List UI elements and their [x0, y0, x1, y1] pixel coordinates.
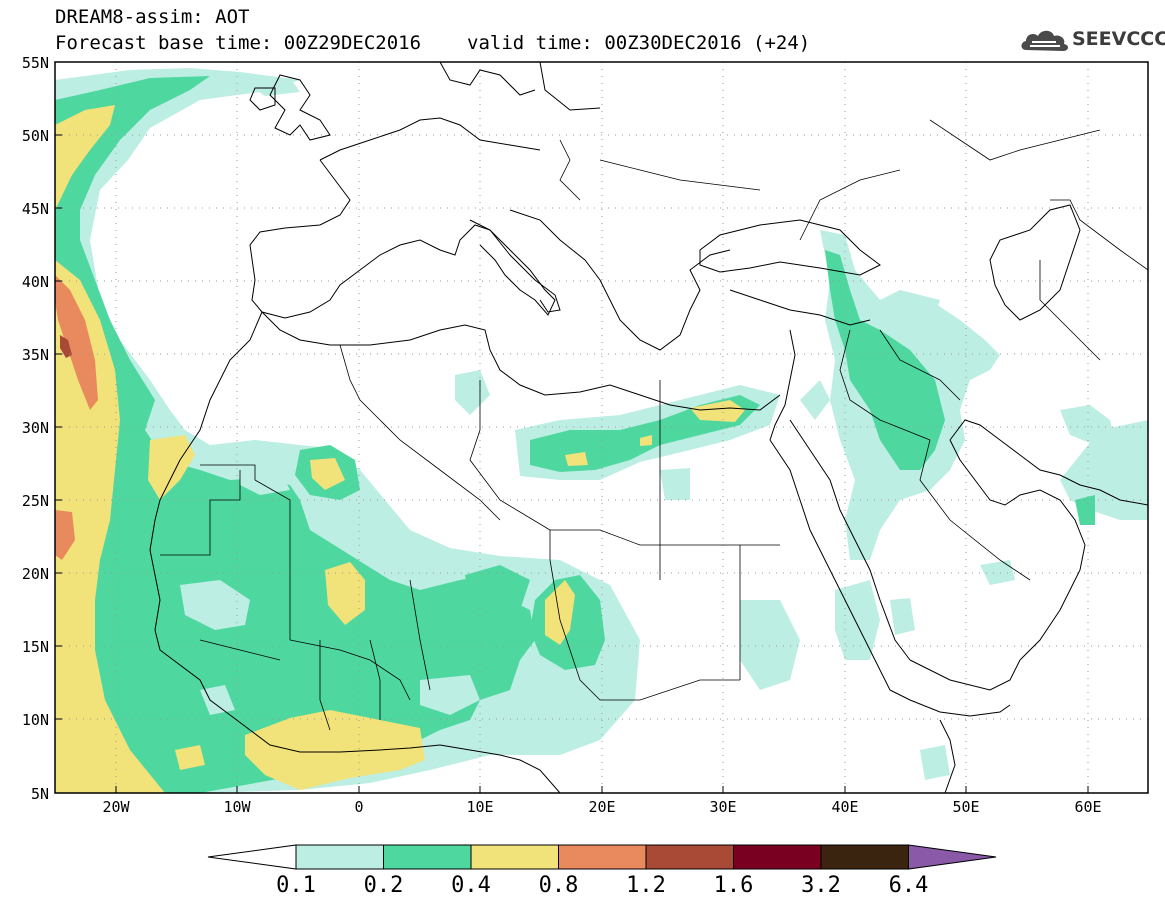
forecast-times: Forecast base time: 00Z29DEC2016 valid ti… — [55, 32, 810, 54]
coastlines — [149, 62, 1148, 793]
lat-label: 30N — [22, 419, 49, 437]
colorbar-segment — [470, 844, 559, 870]
lon-label: 50E — [952, 798, 979, 816]
lon-label: 20W — [102, 798, 130, 816]
lon-label: 10E — [466, 798, 493, 816]
lat-label: 40N — [22, 273, 49, 291]
longitude-labels: 20W 10W 0 10E 20E 30E 40E 50E 60E — [102, 798, 1101, 816]
colorbar-segment — [820, 844, 909, 870]
lat-label: 5N — [31, 785, 49, 803]
colorbar-label: 6.4 — [889, 873, 929, 898]
colorbar-segment — [295, 844, 384, 870]
aot-band-1.2 — [60, 335, 72, 358]
colorbar-label: 1.6 — [714, 873, 754, 898]
aot-band-0.8 — [55, 275, 98, 410]
lon-label: 30E — [709, 798, 736, 816]
country-borders — [160, 119, 1148, 731]
lat-label: 55N — [22, 54, 49, 72]
colorbar-label: 0.4 — [451, 873, 491, 898]
aot-band-0.1-inner — [180, 470, 480, 715]
lon-label: 60E — [1074, 798, 1101, 816]
lat-label: 10N — [22, 711, 49, 729]
lat-label: 35N — [22, 346, 49, 364]
colorbar-label: 0.8 — [539, 873, 579, 898]
tick-marks — [55, 61, 1089, 793]
colorbar-segment — [558, 844, 647, 870]
base-time: Forecast base time: 00Z29DEC2016 — [55, 32, 422, 54]
aot-field — [55, 68, 1148, 793]
colorbar-label: 1.2 — [626, 873, 666, 898]
cloud-icon — [1021, 30, 1069, 51]
aot-band-0.8-south — [55, 510, 75, 560]
aot-band-0.4 — [55, 105, 745, 793]
colorbar — [207, 844, 997, 870]
colorbar-right-arrow — [908, 844, 997, 870]
colorbar-labels: 0.1 0.2 0.4 0.8 1.2 1.6 3.2 6.4 — [276, 873, 928, 898]
valid-time: valid time: 00Z30DEC2016 (+24) — [467, 32, 811, 54]
lat-label: 45N — [22, 200, 49, 218]
colorbar-left-arrow — [207, 844, 297, 870]
colorbar-segment — [383, 844, 472, 870]
lat-label: 50N — [22, 127, 49, 145]
map-title: DREAM8-assim: AOT — [55, 6, 250, 28]
colorbar-label: 0.2 — [364, 873, 404, 898]
lat-label: 20N — [22, 565, 49, 583]
graticule — [55, 62, 1148, 793]
lon-label: 40E — [831, 798, 858, 816]
logo-text: SEEVCCC — [1072, 28, 1165, 50]
seevccc-logo: SEEVCCC — [1018, 24, 1165, 58]
lat-label: 15N — [22, 638, 49, 656]
colorbar-label: 0.1 — [276, 873, 316, 898]
lon-label: 10W — [223, 798, 251, 816]
colorbar-label: 3.2 — [801, 873, 841, 898]
lon-label: 0 — [354, 798, 363, 816]
lon-label: 20E — [588, 798, 615, 816]
colorbar-segment — [733, 844, 822, 870]
colorbar-segment — [645, 844, 734, 870]
latitude-labels: 55N 50N 45N 40N 35N 30N 25N 20N 15N 10N … — [22, 54, 49, 803]
lat-label: 25N — [22, 492, 49, 510]
